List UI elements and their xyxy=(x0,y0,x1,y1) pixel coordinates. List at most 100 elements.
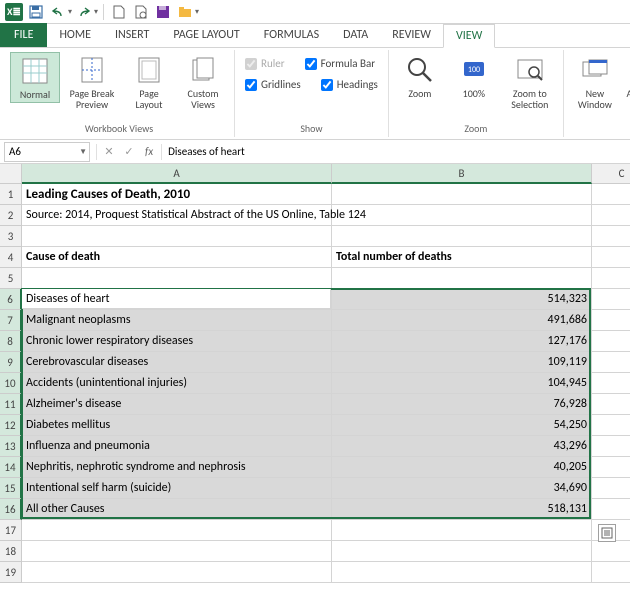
cell-a16[interactable]: All other Causes xyxy=(22,499,332,520)
row-header-9[interactable]: 9 xyxy=(0,352,22,373)
new-window-button[interactable]: New Window xyxy=(570,52,620,112)
row-header-7[interactable]: 7 xyxy=(0,310,22,331)
cell-b5[interactable] xyxy=(332,268,592,289)
save-icon[interactable] xyxy=(26,2,46,22)
page-layout-button[interactable]: Page Layout xyxy=(124,52,174,112)
row-header-12[interactable]: 12 xyxy=(0,415,22,436)
column-header-a[interactable]: A xyxy=(22,164,332,184)
tab-data[interactable]: DATA xyxy=(331,23,380,47)
redo-dropdown-icon[interactable]: ▾ xyxy=(94,7,98,17)
cell-a19[interactable] xyxy=(22,562,332,583)
cell-a3[interactable] xyxy=(22,226,332,247)
print-preview-icon[interactable] xyxy=(131,2,151,22)
cancel-formula-icon[interactable]: ✕ xyxy=(99,142,119,162)
cell-a11[interactable]: Alzheimer's disease xyxy=(22,394,332,415)
zoom-selection-button[interactable]: Zoom to Selection xyxy=(503,52,557,112)
gridlines-checkbox[interactable]: Gridlines xyxy=(241,77,305,92)
quick-analysis-icon[interactable] xyxy=(598,524,616,542)
active-cell[interactable]: Diseases of heart xyxy=(22,289,331,309)
cell-a7[interactable]: Malignant neoplasms xyxy=(22,310,332,331)
fx-icon[interactable]: fx xyxy=(139,145,159,158)
name-box-dropdown-icon[interactable]: ▼ xyxy=(79,147,87,157)
cell-b6[interactable]: 514,323 xyxy=(332,289,592,310)
formula-content[interactable]: Diseases of heart xyxy=(164,145,630,158)
cell-c18[interactable] xyxy=(592,541,630,562)
row-header-10[interactable]: 10 xyxy=(0,373,22,394)
row-header-16[interactable]: 16 xyxy=(0,499,22,520)
tab-home[interactable]: HOME xyxy=(47,23,103,47)
cell-c16[interactable] xyxy=(592,499,630,520)
cell-c1[interactable] xyxy=(592,184,630,205)
cell-a10[interactable]: Accidents (unintentional injuries) xyxy=(22,373,332,394)
cell-c8[interactable] xyxy=(592,331,630,352)
zoom-100-button[interactable]: 100 100% xyxy=(449,52,499,101)
cell-c19[interactable] xyxy=(592,562,630,583)
cell-a12[interactable]: Diabetes mellitus xyxy=(22,415,332,436)
row-header-11[interactable]: 11 xyxy=(0,394,22,415)
zoom-button[interactable]: Zoom xyxy=(395,52,445,101)
cell-b10[interactable]: 104,945 xyxy=(332,373,592,394)
cell-b17[interactable] xyxy=(332,520,592,541)
cell-b13[interactable]: 43,296 xyxy=(332,436,592,457)
cell-a4[interactable]: Cause of death xyxy=(22,247,332,268)
cell-b12[interactable]: 54,250 xyxy=(332,415,592,436)
cell-c9[interactable] xyxy=(592,352,630,373)
row-header-18[interactable]: 18 xyxy=(0,541,22,562)
cell-c3[interactable] xyxy=(592,226,630,247)
cell-c10[interactable] xyxy=(592,373,630,394)
row-header-15[interactable]: 15 xyxy=(0,478,22,499)
row-header-19[interactable]: 19 xyxy=(0,562,22,583)
cell-c5[interactable] xyxy=(592,268,630,289)
cell-a15[interactable]: Intentional self harm (suicide) xyxy=(22,478,332,499)
tab-view[interactable]: VIEW xyxy=(443,24,495,48)
cell-c2[interactable] xyxy=(592,205,630,226)
cell-c15[interactable] xyxy=(592,478,630,499)
name-box[interactable]: A6 ▼ xyxy=(4,142,90,162)
cell-a13[interactable]: Influenza and pneumonia xyxy=(22,436,332,457)
cell-c13[interactable] xyxy=(592,436,630,457)
row-header-1[interactable]: 1 xyxy=(0,184,22,205)
cell-b2[interactable] xyxy=(332,205,592,226)
cell-c14[interactable] xyxy=(592,457,630,478)
cell-b19[interactable] xyxy=(332,562,592,583)
tab-review[interactable]: REVIEW xyxy=(380,23,443,47)
cell-b15[interactable]: 34,690 xyxy=(332,478,592,499)
row-header-13[interactable]: 13 xyxy=(0,436,22,457)
tab-insert[interactable]: INSERT xyxy=(103,23,161,47)
formula-bar-checkbox[interactable]: Formula Bar xyxy=(301,56,379,71)
row-header-14[interactable]: 14 xyxy=(0,457,22,478)
qat-customize-icon[interactable]: ▾ xyxy=(195,7,199,17)
row-header-3[interactable]: 3 xyxy=(0,226,22,247)
tab-formulas[interactable]: FORMULAS xyxy=(252,23,331,47)
save-purple-icon[interactable] xyxy=(153,2,173,22)
cell-c12[interactable] xyxy=(592,415,630,436)
column-header-c[interactable]: C xyxy=(592,164,630,184)
cell-b14[interactable]: 40,205 xyxy=(332,457,592,478)
cell-a1[interactable]: Leading Causes of Death, 2010 xyxy=(22,184,332,205)
folder-icon[interactable] xyxy=(175,2,195,22)
cell-b7[interactable]: 491,686 xyxy=(332,310,592,331)
cell-b18[interactable] xyxy=(332,541,592,562)
cell-b4[interactable]: Total number of deaths xyxy=(332,247,592,268)
cell-b16[interactable]: 518,131 xyxy=(332,499,592,520)
cell-a17[interactable] xyxy=(22,520,332,541)
normal-view-button[interactable]: Normal xyxy=(10,52,60,103)
row-header-2[interactable]: 2 xyxy=(0,205,22,226)
headings-checkbox[interactable]: Headings xyxy=(317,77,382,92)
cell-a14[interactable]: Nephritis, nephrotic syndrome and nephro… xyxy=(22,457,332,478)
cell-c11[interactable] xyxy=(592,394,630,415)
undo-icon[interactable] xyxy=(48,2,68,22)
cell-a2[interactable]: Source: 2014, Proquest Statistical Abstr… xyxy=(22,205,332,226)
cell-b11[interactable]: 76,928 xyxy=(332,394,592,415)
cell-b9[interactable]: 109,119 xyxy=(332,352,592,373)
page-break-button[interactable]: Page Break Preview xyxy=(64,52,120,112)
cell-a18[interactable] xyxy=(22,541,332,562)
redo-icon[interactable] xyxy=(74,2,94,22)
enter-formula-icon[interactable]: ✓ xyxy=(119,142,139,162)
cell-a5[interactable] xyxy=(22,268,332,289)
cell-b1[interactable] xyxy=(332,184,592,205)
cell-b8[interactable]: 127,176 xyxy=(332,331,592,352)
row-header-17[interactable]: 17 xyxy=(0,520,22,541)
row-header-6[interactable]: 6 xyxy=(0,289,22,310)
select-all-corner[interactable] xyxy=(0,164,22,184)
